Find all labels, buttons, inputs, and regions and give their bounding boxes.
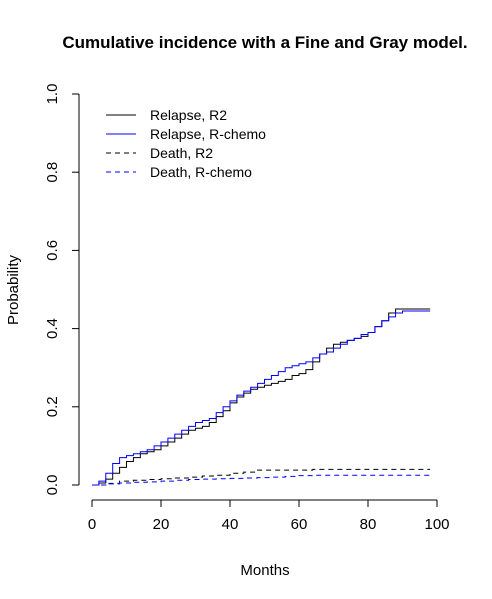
- series-line-1: [92, 310, 431, 486]
- y-axis-label: Probability: [5, 254, 22, 325]
- y-tick-label: 0.8: [44, 162, 61, 183]
- series-line-3: [92, 474, 431, 486]
- x-tick-label: 100: [424, 516, 449, 533]
- y-tick-label: 0.2: [44, 396, 61, 417]
- x-ticks: 0 20 40 60 80 100: [88, 500, 450, 533]
- legend: Relapse, R2 Relapse, R-chemo Death, R2 Deat…: [106, 107, 266, 180]
- legend-label: Relapse, R2: [150, 107, 227, 123]
- x-tick-label: 60: [291, 516, 308, 533]
- y-tick-label: 0.4: [44, 318, 61, 339]
- y-tick-label: 1.0: [44, 84, 61, 105]
- series-line-0: [92, 308, 431, 486]
- legend-label: Death, R2: [150, 145, 213, 161]
- x-axis-label: Months: [240, 562, 289, 579]
- y-tick-label: 0.6: [44, 240, 61, 261]
- x-tick-label: 20: [153, 516, 170, 533]
- x-tick-label: 40: [222, 516, 239, 533]
- chart-title: Cumulative incidence with a Fine and Gra…: [62, 33, 467, 52]
- series-line-2: [92, 468, 431, 486]
- y-ticks: 0.0 0.2 0.4 0.6 0.8 1.0: [44, 84, 79, 496]
- plot-axes: [78, 94, 437, 501]
- series-layer: [92, 308, 431, 486]
- legend-label: Relapse, R-chemo: [150, 126, 266, 142]
- x-tick-label: 0: [88, 516, 96, 533]
- x-tick-label: 80: [360, 516, 377, 533]
- legend-label: Death, R-chemo: [150, 164, 252, 180]
- y-tick-label: 0.0: [44, 475, 61, 496]
